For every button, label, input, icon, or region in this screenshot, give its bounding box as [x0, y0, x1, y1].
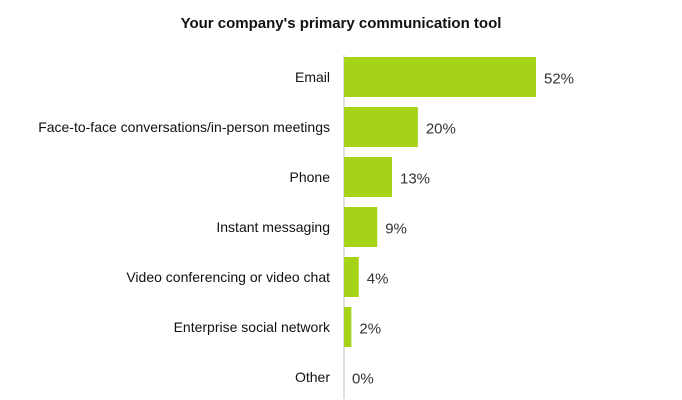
bar [344, 307, 352, 347]
category-label: Email [295, 69, 330, 85]
category-label: Face-to-face conversations/in-person mee… [38, 119, 330, 135]
value-label: 4% [367, 271, 389, 288]
value-label: 2% [359, 321, 381, 338]
chart-title: Your company's primary communication too… [180, 15, 502, 32]
category-label: Other [295, 369, 330, 385]
bar [344, 107, 418, 147]
bar [344, 57, 536, 97]
value-label: 13% [400, 171, 430, 188]
value-label: 20% [426, 121, 456, 138]
bar [344, 157, 392, 197]
category-label: Enterprise social network [174, 319, 331, 335]
value-label: 52% [544, 71, 574, 88]
value-label: 9% [385, 221, 407, 238]
value-label: 0% [352, 371, 374, 388]
bar [344, 207, 378, 247]
category-label: Video conferencing or video chat [126, 269, 330, 285]
category-label: Phone [290, 169, 331, 185]
bar [344, 257, 359, 297]
category-label: Instant messaging [216, 219, 330, 235]
